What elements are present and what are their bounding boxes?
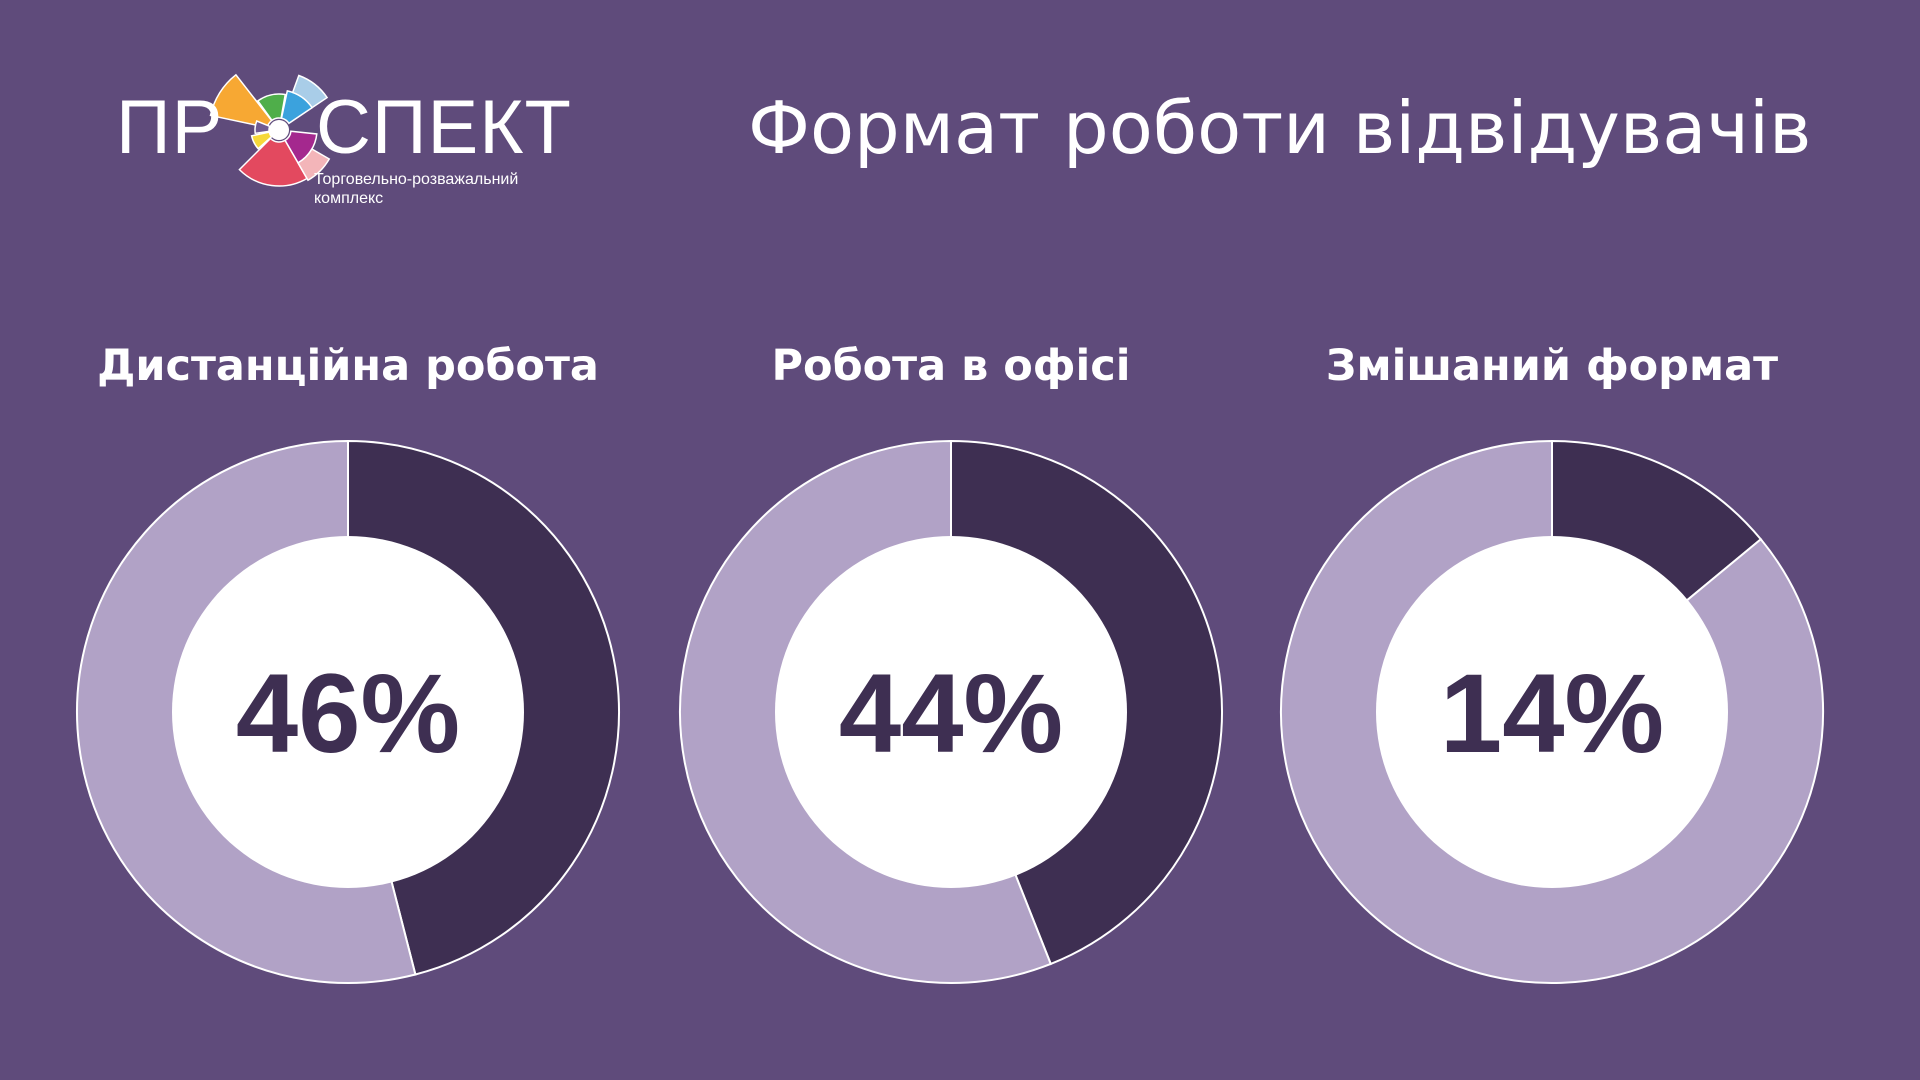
- logo-center: [269, 120, 289, 140]
- donut-value-label: 14%: [1440, 651, 1664, 776]
- donut-center: [775, 536, 1127, 888]
- logo-petal-green: [256, 93, 287, 122]
- logo-petal-red: [238, 137, 309, 187]
- donut-chart-office: 44%: [679, 439, 1223, 984]
- logo-petal-orange: [209, 73, 273, 129]
- donut-chart-mixed: 14%: [1280, 439, 1824, 984]
- donut-center: [172, 536, 524, 888]
- donut-center: [1376, 536, 1728, 888]
- logo-petals-icon: [209, 73, 331, 187]
- brand-logo: ПР СПЕКТ Торговельно-розважальний компле…: [112, 48, 571, 218]
- logo-petal-lightblue: [291, 74, 329, 109]
- logo-subtitle: Торговельно-розважальний комплекс: [314, 170, 574, 208]
- logo-subtitle-line-2: комплекс: [314, 190, 384, 207]
- donut-title: Робота в офісі: [771, 341, 1131, 391]
- logo-word-right: СПЕКТ: [316, 85, 572, 170]
- logo-word-left: ПР: [116, 85, 224, 170]
- donut-value-label: 46%: [236, 651, 460, 776]
- page-title: Формат роботи відвідувачів: [748, 86, 1812, 170]
- logo-petal-pink: [296, 147, 331, 182]
- donut-card-office: Робота в офісі 44%: [661, 335, 1241, 995]
- donut-card-mixed: Змішаний формат 14%: [1262, 335, 1842, 995]
- logo-subtitle-line-1: Торговельно-розважальний: [314, 171, 519, 188]
- donut-title: Дистанційна робота: [97, 341, 599, 391]
- donut-value-label: 44%: [839, 651, 1063, 776]
- donut-chart-remote: 46%: [76, 439, 620, 984]
- donut-card-remote: Дистанційна робота 46%: [58, 335, 638, 995]
- donut-title: Змішаний формат: [1325, 341, 1779, 391]
